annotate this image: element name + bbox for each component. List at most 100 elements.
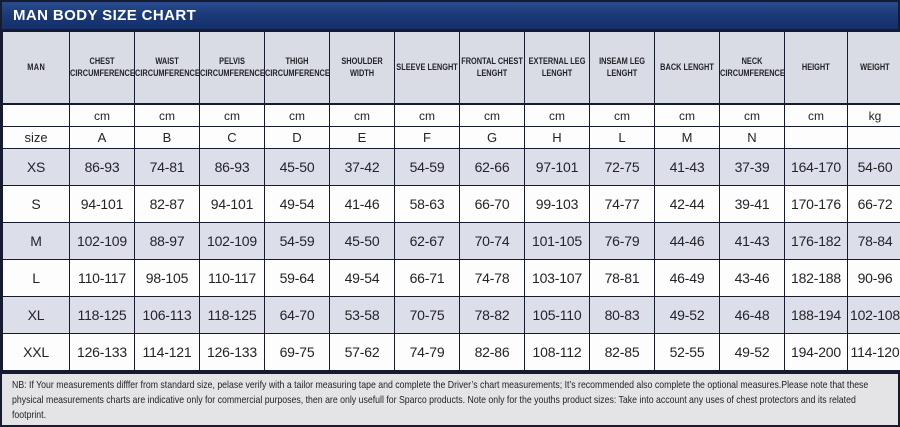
value-cell: 59-64 (264, 259, 330, 297)
value-cell: 46-48 (719, 296, 785, 334)
value-cell: 41-46 (329, 185, 395, 223)
value-cell: 72-75 (589, 148, 655, 186)
value-cell: 74-78 (459, 259, 525, 297)
value-cell: 164-170 (784, 148, 848, 186)
value-cell: 74-77 (589, 185, 655, 223)
letter-cell: H (524, 126, 590, 149)
corner-label: MAN (26, 61, 46, 72)
value-cell: 64-70 (264, 296, 330, 334)
value-cell: 52-55 (654, 333, 720, 371)
unit-cell: cm (264, 103, 330, 127)
value-cell: 44-46 (654, 222, 720, 260)
size-cell: S (2, 185, 70, 223)
letter-cell: F (394, 126, 460, 149)
value-cell: 170-176 (784, 185, 848, 223)
value-cell: 110-117 (199, 259, 265, 297)
footnote-text: NB: If Your measurements difffer from st… (12, 379, 869, 422)
value-cell: 78-81 (589, 259, 655, 297)
value-cell: 37-39 (719, 148, 785, 186)
size-label-cell: size (2, 126, 70, 149)
value-cell: 62-66 (459, 148, 525, 186)
value-cell: 66-72 (847, 185, 900, 223)
column-header-label: EXTERNAL LEG LENGHT (528, 55, 586, 78)
unit-cell: kg (847, 103, 900, 127)
value-cell: 74-79 (394, 333, 460, 371)
column-header-label: FRONTAL CHEST LENGHT (461, 55, 523, 78)
value-cell: 86-93 (69, 148, 135, 186)
value-cell: 86-93 (199, 148, 265, 186)
letter-cell: A (69, 126, 135, 149)
value-cell: 58-63 (394, 185, 460, 223)
value-cell: 41-43 (719, 222, 785, 260)
value-cell: 49-52 (654, 296, 720, 334)
size-cell: L (2, 259, 70, 297)
value-cell: 102-108 (847, 296, 900, 334)
size-cell: XL (2, 296, 70, 334)
page-title: MAN BODY SIZE CHART (2, 2, 898, 31)
size-row-xl: XL 118-125 106-113 118-125 64-70 53-58 70-75 78… (2, 296, 900, 334)
column-header-label: SHOULDER WIDTH (341, 55, 383, 78)
value-cell: 103-107 (524, 259, 590, 297)
column-header-sleeve-lenght: SLEEVE LENGHT (394, 31, 460, 105)
value-cell: 66-71 (394, 259, 460, 297)
unit-cell: cm (394, 103, 460, 127)
column-header-inseam-leg-lenght: INSEAM LEG LENGHT (589, 31, 655, 105)
unit-cell: cm (589, 103, 655, 127)
value-cell: 41-43 (654, 148, 720, 186)
value-cell: 49-54 (329, 259, 395, 297)
value-cell: 39-41 (719, 185, 785, 223)
letter-cell: M (654, 126, 720, 149)
value-cell: 45-50 (329, 222, 395, 260)
value-cell: 54-59 (394, 148, 460, 186)
column-header-label: PELVIS CIRCUMFERENCE (199, 55, 265, 78)
value-cell: 62-67 (394, 222, 460, 260)
unit-cell: cm (69, 103, 135, 127)
column-header-label: THIGH CIRCUMFERENCE (264, 55, 330, 78)
letter-cell: L (589, 126, 655, 149)
value-cell: 98-105 (134, 259, 200, 297)
size-row-xxl: XXL 126-133 114-121 126-133 69-75 57-62 74-79 8… (2, 333, 900, 371)
size-row-l: L 110-117 98-105 110-117 59-64 49-54 66-71 74-7… (2, 259, 900, 297)
value-cell: 182-188 (784, 259, 848, 297)
column-header-label: BACK LENGHT (660, 61, 714, 72)
value-cell: 114-120 (847, 333, 900, 371)
unit-row: cm cm cm cm cm cm cm cm cm cm cm cm kg (2, 103, 900, 127)
value-cell: 66-70 (459, 185, 525, 223)
letter-cell: E (329, 126, 395, 149)
value-cell: 94-101 (199, 185, 265, 223)
column-header-neck-circumference: NECK CIRCUMFERENCE (719, 31, 785, 105)
value-cell: 54-59 (264, 222, 330, 260)
column-header-chest-circumference: CHEST CIRCUMFERENCE (69, 31, 135, 105)
column-header-external-leg-lenght: EXTERNAL LEG LENGHT (524, 31, 590, 105)
value-cell: 108-112 (524, 333, 590, 371)
column-header-back-lenght: BACK LENGHT (654, 31, 720, 105)
value-cell: 188-194 (784, 296, 848, 334)
size-row-xs: XS 86-93 74-81 86-93 45-50 37-42 54-59 62-66 97-… (2, 148, 900, 186)
size-cell: XXL (2, 333, 70, 371)
column-header-shoulder-width: SHOULDER WIDTH (329, 31, 395, 105)
column-header-label: NECK CIRCUMFERENCE (719, 55, 785, 78)
column-header-pelvis-circumference: PELVIS CIRCUMFERENCE (199, 31, 265, 105)
size-cell: XS (2, 148, 70, 186)
value-cell: 97-101 (524, 148, 590, 186)
value-cell: 49-52 (719, 333, 785, 371)
column-header-label: SLEEVE LENGHT (396, 61, 458, 72)
value-cell: 126-133 (69, 333, 135, 371)
column-header-label: INSEAM LEG LENGHT (599, 55, 645, 78)
value-cell: 53-58 (329, 296, 395, 334)
unit-cell: cm (134, 103, 200, 127)
letter-cell (784, 126, 848, 149)
value-cell: 101-105 (524, 222, 590, 260)
value-cell: 45-50 (264, 148, 330, 186)
value-cell: 78-82 (459, 296, 525, 334)
value-cell: 46-49 (654, 259, 720, 297)
value-cell: 114-121 (134, 333, 200, 371)
value-cell: 37-42 (329, 148, 395, 186)
letter-cell: D (264, 126, 330, 149)
value-cell: 82-87 (134, 185, 200, 223)
unit-corner-cell (2, 103, 70, 127)
column-header-frontal-chest-lenght: FRONTAL CHEST LENGHT (459, 31, 525, 105)
value-cell: 82-86 (459, 333, 525, 371)
